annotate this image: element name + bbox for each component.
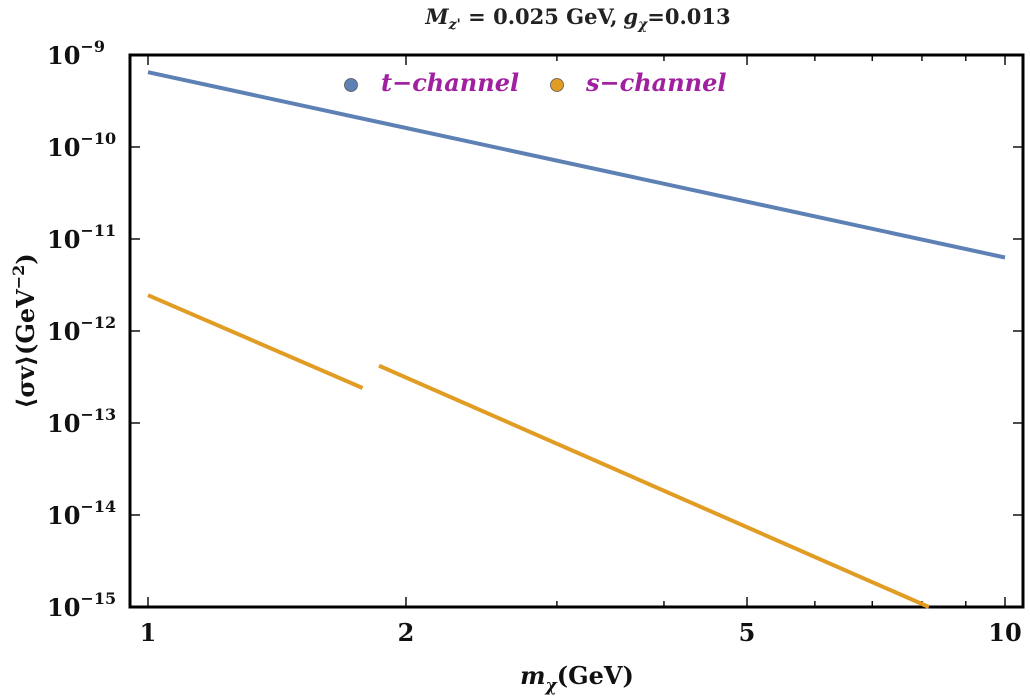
title-mass-subscript: z': [448, 17, 461, 33]
y-tick-label: 10−11: [47, 221, 116, 254]
x-axis-label-symbol: m: [520, 661, 545, 690]
axis-ticks: [130, 54, 1023, 608]
series-line-s-channel-0: [147, 293, 364, 390]
legend-marker-t-channel: [344, 78, 358, 92]
title-coupling-symbol: g: [623, 4, 638, 29]
y-tick-label: 10−14: [47, 497, 116, 530]
y-tick-label: 10−13: [47, 405, 116, 438]
title-coupling-subscript: χ: [637, 17, 648, 33]
legend-marker-s-channel: [550, 78, 564, 92]
series-layer: [147, 70, 1006, 609]
chart-title: Mz' = 0.025 GeV, gχ=0.013: [424, 4, 730, 33]
y-tick-label: 10−12: [47, 313, 116, 346]
y-axis-label-main: ⟨σv⟩(GeV: [11, 289, 40, 409]
legend: t−channel s−channel: [344, 68, 727, 97]
y-tick-label: 10−10: [47, 129, 116, 162]
y-axis-label-close: ): [11, 253, 40, 264]
y-axis-label-exp: −2: [9, 265, 28, 290]
series-line-t-channel-0: [147, 70, 1006, 260]
title-mass-value: = 0.025 GeV,: [461, 4, 618, 29]
legend-label-s-channel: s−channel: [585, 68, 727, 97]
axis-tick-labels: 1 2 5 10 10−9 10−10 10−11 10−12 10−13 10−14 10−15: [47, 37, 1022, 647]
legend-label-t-channel: t−channel: [381, 68, 519, 97]
x-tick-label: 1: [140, 618, 157, 647]
plot-frame: [128, 53, 1025, 609]
y-tick-label: 10−9: [47, 37, 105, 70]
x-tick-label: 2: [398, 618, 415, 647]
x-axis-label-unit: (GeV): [557, 661, 634, 690]
title-coupling-value: =0.013: [647, 4, 730, 29]
x-tick-label: 5: [739, 618, 756, 647]
x-axis-label: mχ(GeV): [520, 661, 634, 696]
title-mass-symbol: M: [424, 4, 449, 29]
y-tick-label: 10−15: [47, 589, 116, 622]
x-axis-label-subscript: χ: [545, 676, 559, 696]
y-axis-label: ⟨σv⟩(GeV−2): [9, 253, 40, 408]
series-line-s-channel-1: [378, 363, 930, 609]
x-tick-label: 10: [988, 618, 1021, 647]
